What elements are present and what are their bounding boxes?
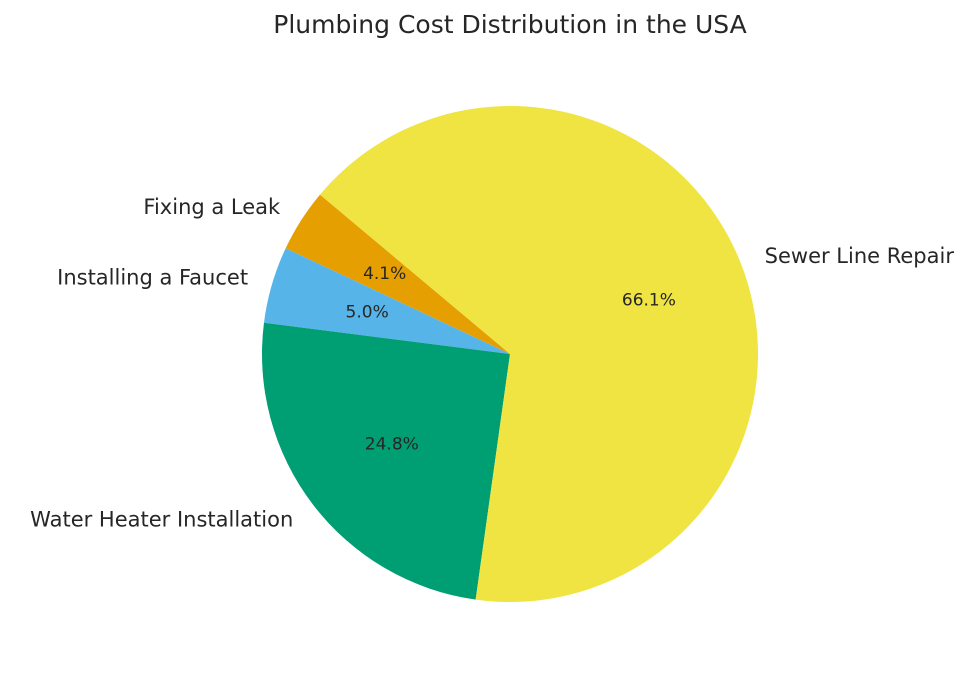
chart-title: Plumbing Cost Distribution in the USA [273, 10, 746, 39]
pie-slice [262, 322, 510, 600]
slice-category-label: Sewer Line Repair [765, 244, 955, 268]
slice-category-label: Installing a Faucet [57, 266, 248, 290]
slice-category-label: Fixing a Leak [143, 195, 281, 219]
pie-slice [263, 248, 510, 354]
slice-percent-label: 66.1% [622, 291, 676, 311]
pie-labels: 4.1% Fixing a Leak 5.0% Installing a Faucet… [30, 195, 954, 532]
pie-slices [262, 106, 758, 602]
slice-percent-label: 4.1% [363, 264, 406, 284]
slice-percent-label: 24.8% [365, 434, 419, 454]
slice-category-label: Water Heater Installation [30, 508, 293, 532]
pie-slice [285, 194, 510, 354]
slice-percent-label: 5.0% [346, 302, 389, 322]
pie-slice [320, 106, 758, 602]
